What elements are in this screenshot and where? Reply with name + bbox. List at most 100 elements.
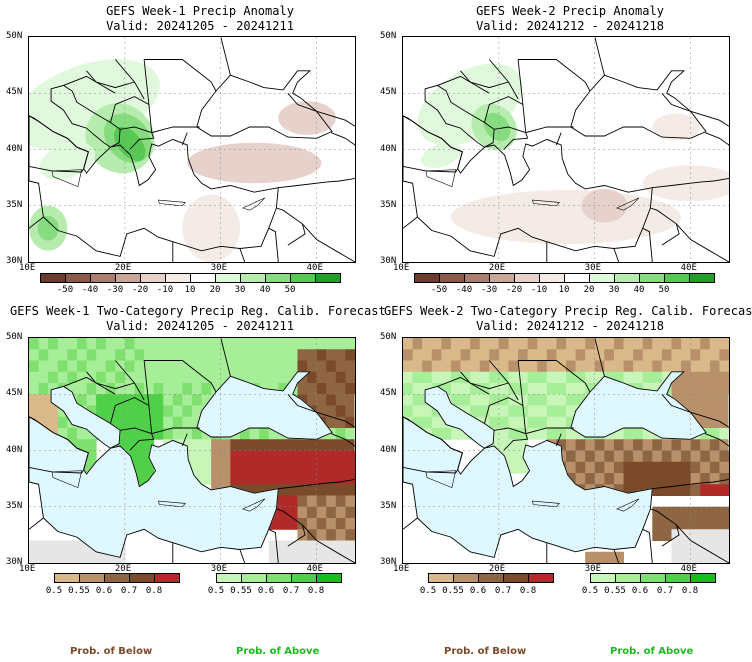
probability-cell (201, 450, 212, 463)
probability-cell (307, 518, 318, 530)
probability-cell (719, 349, 729, 361)
probability-cell (124, 383, 135, 395)
anomaly-blob (278, 101, 336, 135)
country-border (555, 132, 562, 146)
probability-cell (642, 461, 653, 474)
probability-cell (345, 495, 355, 508)
probability-cell (115, 383, 126, 395)
probability-cell (278, 439, 289, 451)
probability-cell (700, 506, 711, 519)
probability-cell (268, 473, 279, 485)
probability-cell (681, 450, 692, 463)
field-layer (29, 59, 336, 262)
probability-cell (498, 349, 509, 361)
probability-cell (518, 461, 529, 474)
probability-cell (441, 428, 452, 440)
country-border (704, 132, 729, 147)
probability-cell (230, 349, 241, 361)
probability-cell (709, 338, 720, 350)
probability-cell (613, 439, 625, 451)
colorbar-label: -30 (480, 285, 498, 295)
probability-cell (86, 405, 97, 418)
probability-cell (278, 360, 289, 373)
probability-cell (96, 551, 107, 563)
probability-cell (709, 473, 720, 485)
probability-cell (239, 349, 251, 361)
probability-cell (575, 360, 586, 373)
probability-cell (546, 338, 557, 350)
probability-cell (124, 349, 135, 361)
country-border (287, 93, 317, 112)
probability-cell (450, 338, 462, 350)
probability-cell (268, 450, 279, 463)
probability-cell (163, 428, 174, 440)
country-border (460, 70, 509, 89)
x-tick-label: 20E (114, 564, 132, 574)
probability-cell (86, 439, 97, 451)
probability-cell (211, 338, 222, 350)
probability-cell (230, 450, 241, 463)
probability-cell (105, 349, 116, 361)
probability-cell (134, 360, 145, 373)
country-border (704, 433, 729, 448)
coastline (403, 416, 463, 474)
probability-cell (431, 349, 442, 361)
anomaly-colorbar-swatch (589, 273, 615, 283)
anomaly-colorbar-swatch (614, 273, 640, 283)
probability-cell (335, 416, 346, 429)
probability-cell (86, 394, 97, 406)
probability-cell (498, 338, 509, 350)
probability-cell (134, 383, 145, 395)
probability-cell (57, 371, 68, 384)
probability-cell (681, 461, 692, 474)
coastline (424, 385, 495, 449)
colorbar-label: 0.5 (207, 586, 225, 596)
gridlines (29, 338, 355, 563)
probability-cell (537, 349, 548, 361)
probability-cell (326, 484, 337, 496)
probability-cell (57, 540, 68, 553)
probability-cell (681, 338, 692, 350)
probability-cell (326, 360, 337, 373)
probability-cell (709, 349, 720, 361)
island-outline (157, 500, 186, 508)
panel2-title: GEFS Week-2 Precip Anomaly (476, 4, 664, 18)
probability-cell (479, 349, 490, 361)
probability-cell (124, 338, 135, 350)
country-border (129, 137, 154, 150)
probability-cell (652, 360, 663, 373)
probability-cell (326, 394, 337, 406)
probability-cell (460, 405, 471, 418)
probability-cell (671, 540, 682, 553)
probability-cell (460, 360, 471, 373)
anomaly-blob (37, 215, 59, 241)
probability-cell (556, 371, 567, 384)
probability-cell (719, 450, 729, 463)
probability-cell (470, 360, 481, 373)
anomaly-colorbar-swatch (65, 273, 91, 283)
colorbar-label: 0.6 (631, 586, 649, 596)
probability-cell (431, 416, 442, 429)
probability-cell (326, 450, 337, 463)
country-border (484, 397, 524, 424)
y-tick-label: 30N (6, 557, 23, 567)
gridlines (403, 338, 729, 563)
probability-cell (489, 349, 500, 361)
probability-cell (681, 506, 692, 519)
anomaly-blob (39, 142, 95, 180)
probability-cell (124, 360, 135, 373)
probability-cell (287, 506, 298, 519)
country-border (594, 37, 605, 76)
probability-cell (249, 428, 260, 440)
probability-cell (709, 529, 720, 541)
sea-layer (403, 371, 729, 558)
y-tick-label: 40N (380, 143, 397, 154)
probability-cell (105, 383, 116, 395)
country-border (650, 207, 729, 262)
probability-cell (556, 439, 567, 451)
y-tick-label: 30N (6, 256, 23, 266)
probability-cell (57, 428, 68, 440)
probability-cell (690, 338, 701, 350)
country-border (518, 59, 591, 92)
probability-cell (537, 371, 548, 384)
